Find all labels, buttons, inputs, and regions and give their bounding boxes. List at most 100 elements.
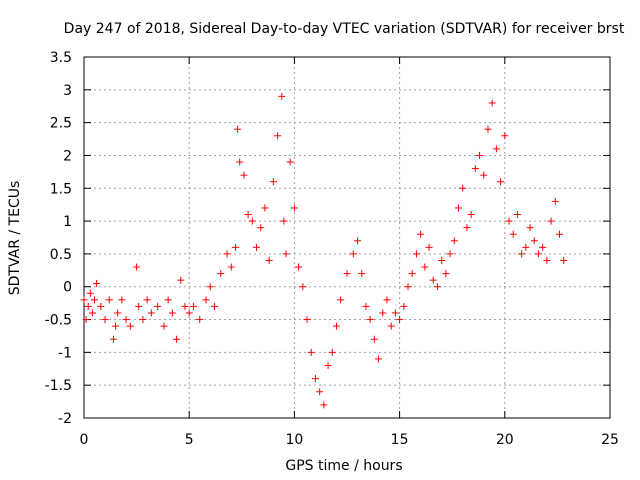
data-point <box>332 322 340 330</box>
data-point <box>206 283 214 291</box>
data-point <box>560 256 568 264</box>
data-point <box>223 250 231 258</box>
data-point <box>366 316 374 324</box>
data-point <box>383 296 391 304</box>
data-point <box>257 224 265 232</box>
data-point <box>354 237 362 245</box>
data-point <box>269 178 277 186</box>
data-point <box>513 211 521 219</box>
data-point <box>358 270 366 278</box>
x-tick-label: 20 <box>496 432 514 448</box>
data-point <box>324 361 332 369</box>
y-tick-label: -2 <box>58 411 72 427</box>
data-point <box>84 302 92 310</box>
data-point <box>488 99 496 107</box>
y-tick-label: 3 <box>63 83 72 99</box>
data-point <box>227 263 235 271</box>
data-point <box>539 243 547 251</box>
x-tick-labels: 0 5 10 15 20 25 <box>80 432 619 448</box>
x-tick-label: 25 <box>601 432 619 448</box>
x-axis-label: GPS time / hours <box>285 458 402 474</box>
data-point <box>429 276 437 284</box>
data-point <box>379 309 387 317</box>
data-point <box>154 302 162 310</box>
data-point <box>433 283 441 291</box>
data-point <box>450 237 458 245</box>
data-point <box>210 302 218 310</box>
data-point <box>135 302 143 310</box>
data-point <box>417 230 425 238</box>
data-point <box>534 250 542 258</box>
data-point <box>547 217 555 225</box>
data-point <box>139 316 147 324</box>
data-point <box>404 283 412 291</box>
data-point <box>446 250 454 258</box>
y-tick-label: 2.5 <box>50 116 72 132</box>
data-point <box>286 158 294 166</box>
y-axis-label: SDTVAR / TECUs <box>7 181 23 296</box>
data-point <box>303 316 311 324</box>
data-point <box>316 388 324 396</box>
data-point <box>88 309 96 317</box>
data-point <box>244 211 252 219</box>
data-point <box>484 125 492 133</box>
data-point <box>375 355 383 363</box>
data-point <box>181 302 189 310</box>
data-point <box>492 145 500 153</box>
data-point <box>278 92 286 100</box>
data-point <box>337 296 345 304</box>
data-point <box>362 302 370 310</box>
data-point <box>240 171 248 179</box>
grid-lines <box>84 57 610 418</box>
data-point <box>425 243 433 251</box>
data-point <box>543 256 551 264</box>
data-point <box>471 165 479 173</box>
data-point <box>133 263 141 271</box>
chart-title: Day 247 of 2018, Sidereal Day-to-day VTE… <box>64 21 625 37</box>
x-tick-label: 10 <box>285 432 303 448</box>
y-tick-label: 3.5 <box>50 50 72 66</box>
data-point <box>234 125 242 133</box>
data-point <box>86 289 94 297</box>
data-point <box>328 348 336 356</box>
data-point <box>189 302 197 310</box>
data-point <box>480 171 488 179</box>
data-point <box>112 322 120 330</box>
data-point <box>467 211 475 219</box>
data-point <box>93 279 101 287</box>
data-point <box>114 309 122 317</box>
data-point <box>343 270 351 278</box>
data-point <box>147 309 155 317</box>
data-point <box>280 217 288 225</box>
y-tick-labels: -2 -1.5 -1 -0.5 0 0.5 1 1.5 2 2.5 3 3.5 <box>45 50 72 427</box>
data-point <box>122 316 130 324</box>
data-point <box>290 204 298 212</box>
data-point <box>391 309 399 317</box>
data-point <box>463 224 471 232</box>
data-point <box>168 309 176 317</box>
data-point <box>202 296 210 304</box>
y-tick-label: -1 <box>58 345 72 361</box>
data-point <box>143 296 151 304</box>
data-point <box>412 250 420 258</box>
axis-ticks <box>83 56 611 419</box>
data-point <box>82 316 90 324</box>
data-point <box>421 263 429 271</box>
data-point <box>526 224 534 232</box>
data-point <box>509 230 517 238</box>
data-point <box>522 243 530 251</box>
data-point <box>307 348 315 356</box>
data-point <box>459 184 467 192</box>
data-point <box>530 237 538 245</box>
y-tick-label: 1.5 <box>50 181 72 197</box>
data-point <box>295 263 303 271</box>
data-point <box>438 256 446 264</box>
x-tick-label: 0 <box>80 432 89 448</box>
data-point <box>497 178 505 186</box>
data-point <box>370 335 378 343</box>
y-tick-label: -1.5 <box>45 378 72 394</box>
data-point <box>320 401 328 409</box>
data-point <box>261 204 269 212</box>
data-point <box>97 302 105 310</box>
data-point <box>217 270 225 278</box>
